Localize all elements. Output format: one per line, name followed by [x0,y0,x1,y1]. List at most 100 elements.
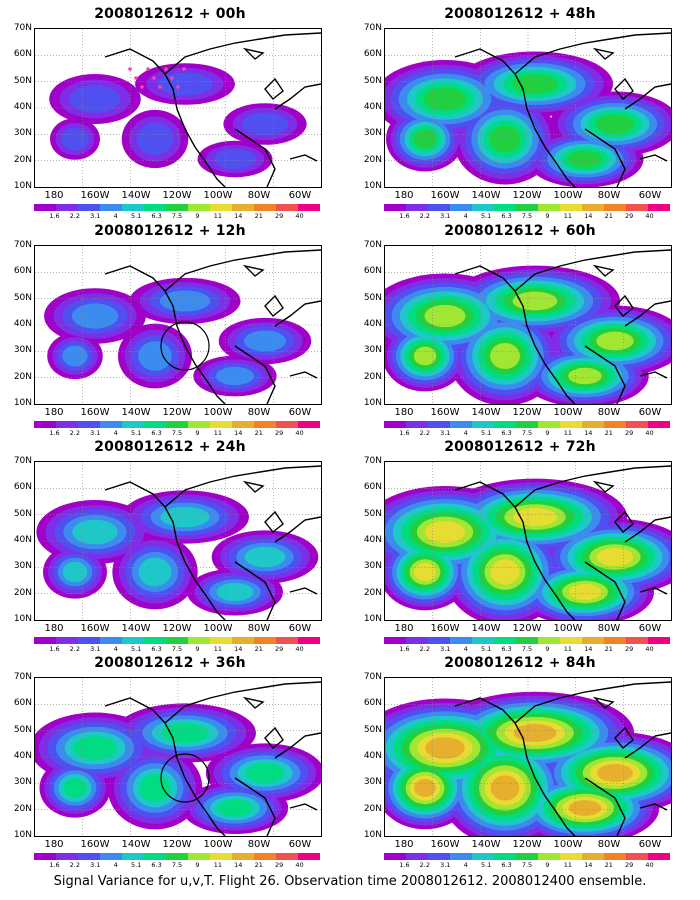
colorbar-label: 7.5 [521,645,533,653]
colorbar-labels: 1.6 2.2 3.1 4 5.1 6.3 7.5 9 11 14 21 29 40 [384,212,670,221]
map-svg [385,246,671,404]
variance-contour [61,127,89,151]
colorbar-swatch [384,204,406,211]
y-tick-label: 40N [363,102,382,112]
y-tick-label: 20N [363,587,382,598]
map-svg [35,678,321,836]
colorbar-label: 40 [295,429,304,437]
colorbar-swatch [494,204,516,211]
colorbar-swatch [144,204,166,211]
x-tick-label: 60W [288,839,312,850]
colorbar-swatch [254,204,276,211]
colorbar-swatch [648,853,670,860]
colorbar-labels: 1.6 2.2 3.1 4 5.1 6.3 7.5 9 11 14 21 29 40 [384,861,670,870]
flight-track-dot [170,76,174,80]
colorbar-swatch [494,853,516,860]
y-tick-label: 50N [363,508,382,519]
flight-track-dot [152,76,156,80]
x-tick-label: 80W [247,407,271,418]
colorbar-swatch [472,204,494,211]
colorbar-label: 1.6 [49,645,60,653]
colorbar-label: 7.5 [171,429,183,437]
variance-contour [216,582,254,602]
colorbar-labels: 1.6 2.2 3.1 4 5.1 6.3 7.5 9 11 14 21 29 40 [34,861,320,870]
y-tick-label: 70N [363,672,382,682]
colorbar-swatch [560,204,582,211]
x-tick-label: 180 [44,190,64,201]
colorbar-label: 1.6 [49,861,60,869]
colorbar-label: 21 [254,212,263,220]
colorbar-swatch [538,204,560,211]
y-tick-label: 10N [13,614,32,624]
x-tick-label: 80W [597,407,621,418]
figure-caption: Signal Variance for u,v,T. Flight 26. Ob… [53,874,647,889]
colorbar-swatch [648,421,670,428]
y-tick-label: 50N [363,292,382,303]
colorbar-swatch [538,637,560,644]
variance-contour [512,74,558,94]
variance-contour [512,291,558,311]
colorbar-swatch [78,637,100,644]
colorbar-label: 4 [463,429,468,437]
colorbar [34,204,320,211]
y-tick-label: 30N [13,128,32,139]
y-tick-label: 70N [13,23,32,33]
y-tick-label: 60N [13,49,32,60]
variance-contour [63,778,87,798]
colorbar-label: 11 [563,861,572,869]
y-tick-label: 60N [363,482,382,493]
colorbar-swatch [538,853,560,860]
y-tick-label: 40N [13,751,32,761]
colorbar-swatch [626,204,648,211]
colorbar-label: 11 [213,429,222,437]
colorbar-swatch [100,421,122,428]
colorbar-swatch [188,421,210,428]
x-tick-label: 60W [638,407,662,418]
y-tick-label: 10N [363,830,382,840]
colorbar-label: 14 [584,212,593,220]
colorbar [34,637,320,644]
variance-contour [62,345,88,367]
colorbar-label: 14 [234,429,243,437]
y-tick-label: 20N [13,587,32,598]
colorbar-swatch [560,421,582,428]
x-tick-label: 60W [638,839,662,850]
x-tick-label: 60W [288,623,312,634]
flight-track-dot [134,76,138,80]
y-tick-label: 20N [363,154,382,165]
y-tick-label: 30N [363,561,382,572]
colorbar-label: 21 [604,645,613,653]
colorbar-swatch [582,204,604,211]
map-panel: 2008012612 + 72h 70N 60N 50N 40N 30N 20N 10N 180… [350,433,690,653]
variance-contour [424,304,466,328]
colorbar-label: 9 [195,645,200,653]
variance-contour [62,561,88,583]
variance-contour [596,547,634,567]
y-tick-label: 20N [363,803,382,814]
coastline [454,465,671,620]
colorbar-swatch [100,853,122,860]
y-tick-label: 40N [363,319,382,329]
variance-map [34,245,322,405]
variance-contour [138,557,172,587]
x-tick-label: 140W [471,839,501,850]
y-tick-label: 60N [13,482,32,493]
colorbar-label: 11 [563,429,572,437]
colorbar-labels: 1.6 2.2 3.1 4 5.1 6.3 7.5 9 11 14 21 29 40 [34,645,320,654]
colorbar-swatch [254,421,276,428]
panel-title: 2008012612 + 00h [94,6,246,22]
y-tick-label: 30N [363,777,382,788]
colorbar-swatch [450,421,472,428]
colorbar-labels: 1.6 2.2 3.1 4 5.1 6.3 7.5 9 11 14 21 29 40 [34,429,320,438]
colorbar [34,421,320,428]
colorbar-swatch [450,204,472,211]
colorbar-label: 3.1 [90,212,101,220]
colorbar [384,204,670,211]
y-tick-label: 40N [363,535,382,545]
colorbar-label: 5.1 [480,645,492,653]
colorbar-label: 9 [545,212,550,220]
x-tick-label: 80W [597,839,621,850]
colorbar-swatch [144,637,166,644]
colorbar-swatch [276,853,298,860]
colorbar-swatch [472,421,494,428]
